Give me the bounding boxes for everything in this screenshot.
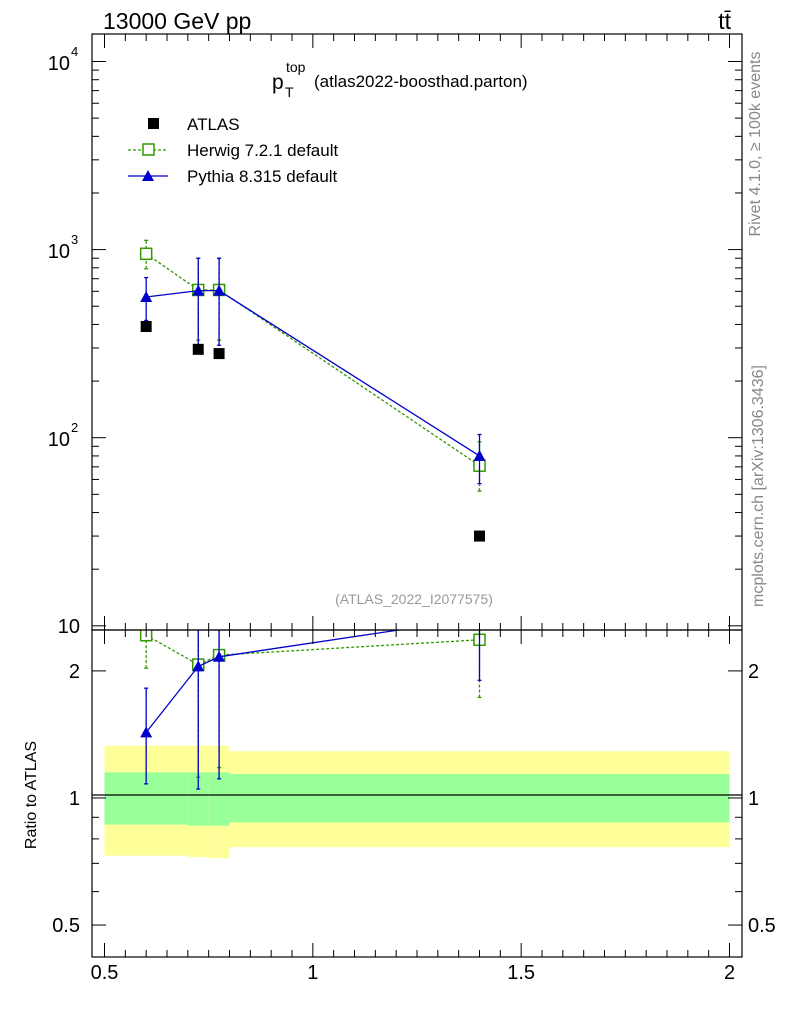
legend-atlas-label: ATLAS [187,115,240,134]
main-series-filled-square [140,321,485,542]
ratio-ytick-label-left: 2 [69,661,80,683]
main-point-atlas [474,530,485,542]
main-series-filled-triangle-solid [140,257,486,485]
legend-herwig-marker [142,143,155,156]
xtick-label: 1 [307,962,318,984]
main-panel: p top T (atlas2022-boosthad.parton) (ATL… [48,33,743,638]
ratio-line-filled-triangle-solid [145,630,404,733]
main-point-atlas [192,343,204,355]
plot-title-sub: T [285,84,294,100]
ratio-ytick-label-right: 0.5 [748,915,776,937]
ratio-data-layer [139,612,486,790]
main-point-atlas [140,321,152,333]
analysis-watermark: (ATLAS_2022_I2077575) [335,591,493,607]
legend-herwig-label: Herwig 7.2.1 default [187,141,338,160]
main-series-open-square-dashed [139,239,486,492]
rivet-label: Rivet 4.1.0, ≥ 100k events [747,52,764,237]
ratio-ytick-label-left: 1 [69,788,80,810]
ytick-exp-1000: 3 [71,232,78,247]
main-data-layer [139,239,486,542]
process-label: tt̄ [718,8,731,34]
ytick-label-10000: 10 [48,53,70,75]
ratio-series-filled-triangle-solid [140,612,486,790]
ytick-label-10: 10 [58,616,80,638]
ratio-tick-labels: 0.5 0.5 1 1 2 2 0.5 1 1.5 2 [52,661,776,984]
mcplots-label: mcplots.cern.ch [arXiv:1306.3436] [750,365,767,607]
legend-pythia-label: Pythia 8.315 default [187,167,338,186]
plot-title-sup: top [286,59,306,75]
ytick-label-100: 10 [48,429,70,451]
xtick-label: 0.5 [91,962,119,984]
ratio-point-pythia [213,650,226,662]
ratio-ytick-label-right: 2 [748,661,759,683]
ytick-exp-10000: 4 [71,44,78,59]
xtick-label: 1.5 [507,962,535,984]
main-line-open-square-dashed [145,253,480,467]
main-point-pythia [140,290,153,302]
ratio-ticks [92,630,742,957]
main-line-filled-triangle-solid [146,289,480,457]
legend-pythia-marker [142,170,154,181]
ratio-point-pythia [474,612,486,623]
ratio-bands [104,745,730,859]
beam-label: 13000 GeV pp [103,8,251,34]
ratio-band-inner [208,772,230,826]
main-point-herwig [139,247,153,261]
plot-title: p [272,71,284,94]
ratio-ytick-label-left: 0.5 [52,915,80,937]
ratio-band-inner [229,773,730,823]
main-point-pythia [213,284,226,296]
ytick-exp-100: 2 [71,420,78,435]
ratio-point-pythia [140,726,153,738]
legend-atlas-marker [148,118,159,129]
main-point-pythia [192,284,205,296]
plot-title-rest: (atlas2022-boosthad.parton) [314,72,528,91]
ratio-ytick-label-right: 1 [748,788,759,810]
ratio-band-inner [187,772,209,826]
main-point-atlas [213,348,225,360]
ratio-panel: 0.5 0.5 1 1 2 2 0.5 1 1.5 2 Ratio to ATLAS [23,612,776,984]
xtick-label: 2 [724,962,735,984]
main-point-pythia [473,449,486,461]
ratio-point-pythia [192,660,205,672]
ratio-ylabel: Ratio to ATLAS [23,741,40,849]
ratio-line-open-square-dashed [145,634,480,666]
ytick-label-1000: 10 [48,241,70,263]
main-ticks [92,34,742,630]
legend: ATLAS Herwig 7.2.1 default Pythia 8.315 … [128,115,338,186]
